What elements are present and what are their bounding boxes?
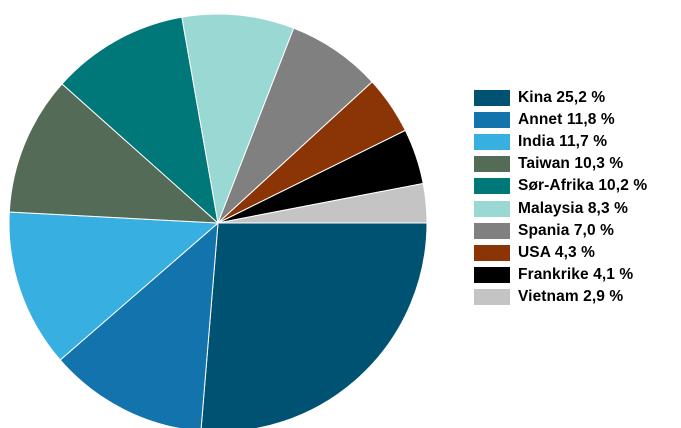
legend-swatch-sor-afrika xyxy=(474,178,510,195)
legend-swatch-spania xyxy=(474,222,510,239)
legend-swatch-annet xyxy=(474,112,510,129)
legend-item-spania: Spania 7,0 % xyxy=(474,220,681,242)
legend-label-sor-afrika: Sør-Afrika 10,2 % xyxy=(518,177,648,195)
legend-label-frankrike: Frankrike 4,1 % xyxy=(518,265,634,283)
legend-label-usa: USA 4,3 % xyxy=(518,243,595,261)
pie-slice-kina xyxy=(200,222,428,428)
legend-item-india: India 11,7 % xyxy=(474,131,681,153)
legend-item-taiwan: Taiwan 10,3 % xyxy=(474,153,681,175)
pie-slice-sor-afrika xyxy=(61,16,219,224)
legend-swatch-india xyxy=(474,134,510,151)
legend-item-frankrike: Frankrike 4,1 % xyxy=(474,264,681,286)
legend-label-annet: Annet 11,8 % xyxy=(518,111,615,129)
legend-swatch-taiwan xyxy=(474,156,510,173)
legend: Kina 25,2 % Annet 11,8 % India 11,7 % Ta… xyxy=(474,87,681,308)
pie-slice-india xyxy=(8,211,219,361)
legend-label-malaysia: Malaysia 8,3 % xyxy=(518,199,628,217)
legend-item-malaysia: Malaysia 8,3 % xyxy=(474,197,681,219)
pie-slice-malaysia xyxy=(181,13,295,224)
pie-slice-taiwan xyxy=(8,83,219,224)
legend-swatch-frankrike xyxy=(474,266,510,283)
pie-slice-vietnam xyxy=(217,182,428,224)
legend-label-vietnam: Vietnam 2,9 % xyxy=(518,287,624,305)
legend-swatch-malaysia xyxy=(474,200,510,217)
legend-swatch-usa xyxy=(474,244,510,261)
pie-slice-annet xyxy=(59,222,219,428)
legend-item-vietnam: Vietnam 2,9 % xyxy=(474,286,681,308)
legend-label-spania: Spania 7,0 % xyxy=(518,221,614,239)
legend-label-kina: Kina 25,2 % xyxy=(518,89,606,107)
legend-label-india: India 11,7 % xyxy=(518,133,608,151)
legend-swatch-vietnam xyxy=(474,288,510,305)
legend-item-annet: Annet 11,8 % xyxy=(474,109,681,131)
legend-item-usa: USA 4,3 % xyxy=(474,242,681,264)
legend-label-taiwan: Taiwan 10,3 % xyxy=(518,155,624,173)
legend-swatch-kina xyxy=(474,90,510,107)
pie-slices xyxy=(8,13,428,428)
legend-item-kina: Kina 25,2 % xyxy=(474,87,681,109)
legend-item-sor-afrika: Sør-Afrika 10,2 % xyxy=(474,175,681,197)
